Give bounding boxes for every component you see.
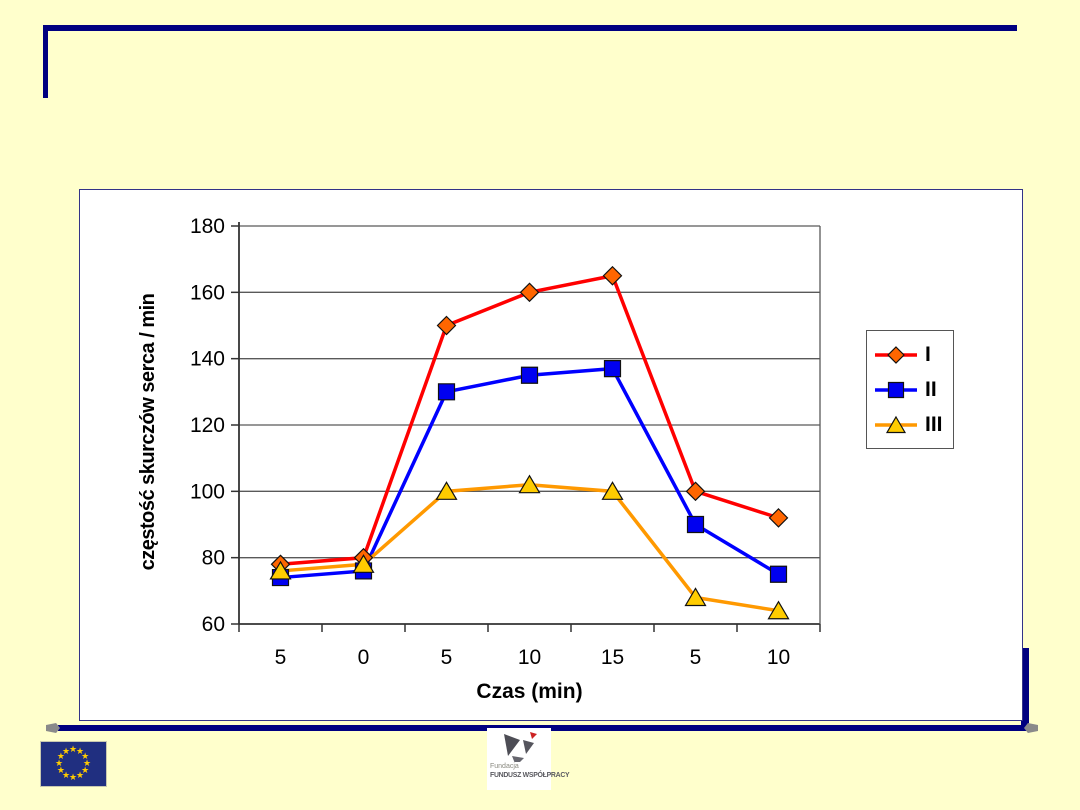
legend-label: III [925,412,943,436]
marker-triangle-III [601,481,624,500]
right-arrow-icon [1024,723,1038,733]
eu-star-icon: ★ [81,765,90,775]
legend-swatch-square-icon [875,381,917,398]
marker-square-II [520,366,539,384]
eu-star-icon: ★ [56,751,65,761]
marker-triangle-III [269,560,292,580]
y-tick-label: 100 [190,480,225,503]
y-axis-title: częstość skurczów serca / min [137,293,159,571]
y-tick-label: 80 [202,547,225,570]
fundusz-wspolpracy-logo: Fundacja FUNDUSZ WSPÓŁPRACY [487,728,570,790]
legend-swatch-triangle-icon [875,415,917,433]
y-tick-label: 180 [190,215,225,238]
y-tick-label: 60 [202,613,225,636]
marker-square-II [603,360,622,378]
eu-flag-logo: ★ ★ ★ ★ ★ ★ ★ ★ ★ ★ ★ ★ [40,741,107,787]
legend-label: II [925,377,937,401]
marker-square-II [686,515,705,534]
x-tick-label: 5 [441,646,453,669]
eu-star-icon: ★ [82,758,92,768]
marker-square-II [437,383,456,401]
x-tick-label: 10 [518,646,541,669]
legend-swatch-diamond-icon [875,345,917,364]
top-horizontal-rule [43,25,1017,31]
series-line-III [280,482,779,613]
marker-diamond-I [602,265,623,286]
x-axis-title: Czas (min) [476,680,583,703]
marker-triangle-III [767,600,790,620]
marker-diamond-I [768,508,789,528]
legend-item-I: I [875,343,947,367]
eu-star-icon: ★ [75,745,85,756]
chart-container: 60 80 100 120 140 160 180 5 0 5 10 15 5 10 częstość s… [79,189,1023,721]
eu-star-icon: ★ [68,772,78,782]
marker-triangle-III [684,587,707,607]
top-left-vertical-rule [43,25,48,98]
legend-item-III: III [875,413,947,437]
x-tick-label: 5 [275,646,287,669]
marker-diamond-I [519,282,540,303]
eu-star-icon: ★ [75,770,85,781]
legend-label: I [925,342,931,366]
y-tick-label: 120 [190,414,225,437]
eu-star-icon: ★ [61,770,71,781]
line-chart: 60 80 100 120 140 160 180 5 0 5 10 15 5 10 [190,215,821,669]
marker-triangle-III [435,481,458,500]
marker-triangle-III [352,554,375,573]
fundusz-birds-icon [504,732,537,762]
marker-diamond-I [436,315,457,336]
marker-triangle-III [518,474,541,494]
eu-star-icon: ★ [61,745,71,756]
x-tick-label: 15 [601,646,624,669]
chart-legend: I II III [866,330,954,449]
x-tick-label: 0 [358,646,370,669]
y-tick-label: 160 [190,281,225,304]
marker-square-II [769,565,788,583]
fwp-logo-line2: FUNDUSZ WSPÓŁPRACY [490,770,570,779]
x-tick-label: 10 [767,646,790,669]
y-tick-label: 140 [190,348,225,371]
eu-star-icon: ★ [81,751,90,761]
eu-star-icon: ★ [68,744,78,754]
fwp-logo-line1: Fundacja [490,763,519,770]
bottom-right-vertical-rule [1021,648,1029,731]
x-tick-label: 5 [690,646,702,669]
eu-star-icon: ★ [56,765,65,775]
marker-diamond-I [685,481,706,502]
legend-item-II: II [875,378,947,402]
eu-star-icon: ★ [54,758,64,768]
series-line-II [280,366,780,580]
